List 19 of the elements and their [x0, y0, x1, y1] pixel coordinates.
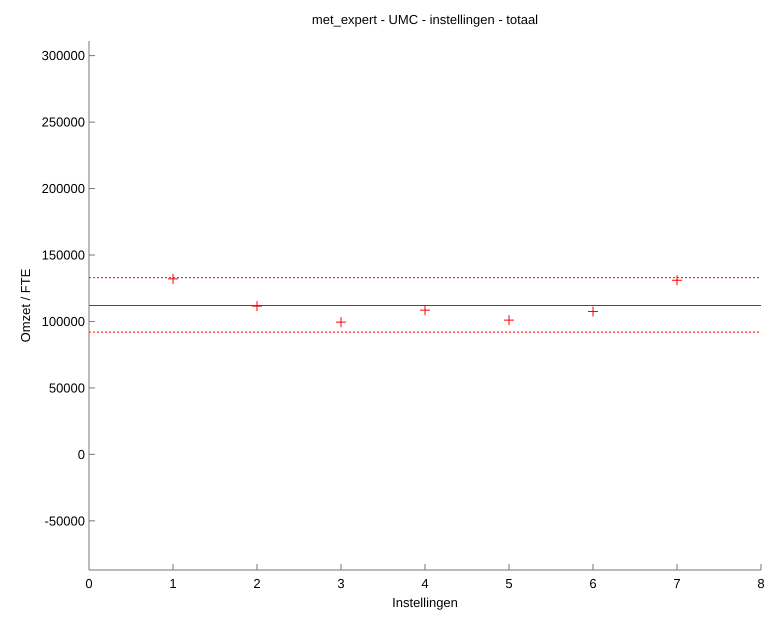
y-tick-label: 150000 — [42, 248, 85, 263]
y-tick-label: 50000 — [48, 380, 85, 396]
y-tick-label: 0 — [78, 446, 85, 462]
x-tick-label: 8 — [757, 576, 765, 591]
chart-title: met_expert - UMC - instellingen - totaal — [312, 12, 538, 27]
x-axis-title: Instellingen — [392, 595, 458, 610]
y-tick-label: 300000 — [42, 48, 85, 64]
y-tick-label: 250000 — [42, 114, 85, 130]
x-tick-label: 1 — [169, 576, 177, 591]
y-axis-title: Omzet / FTE — [18, 268, 33, 342]
x-tick-label: 4 — [421, 576, 429, 591]
y-tick-label: 100000 — [42, 314, 85, 329]
x-tick-label: 3 — [337, 576, 345, 591]
y-tick-label: 200000 — [42, 181, 85, 196]
x-tick-label: 6 — [589, 576, 597, 591]
x-tick-label: 5 — [505, 576, 513, 591]
y-tick-label: -50000 — [44, 513, 85, 528]
x-tick-label: 7 — [673, 576, 681, 591]
x-tick-label: 2 — [253, 576, 261, 591]
